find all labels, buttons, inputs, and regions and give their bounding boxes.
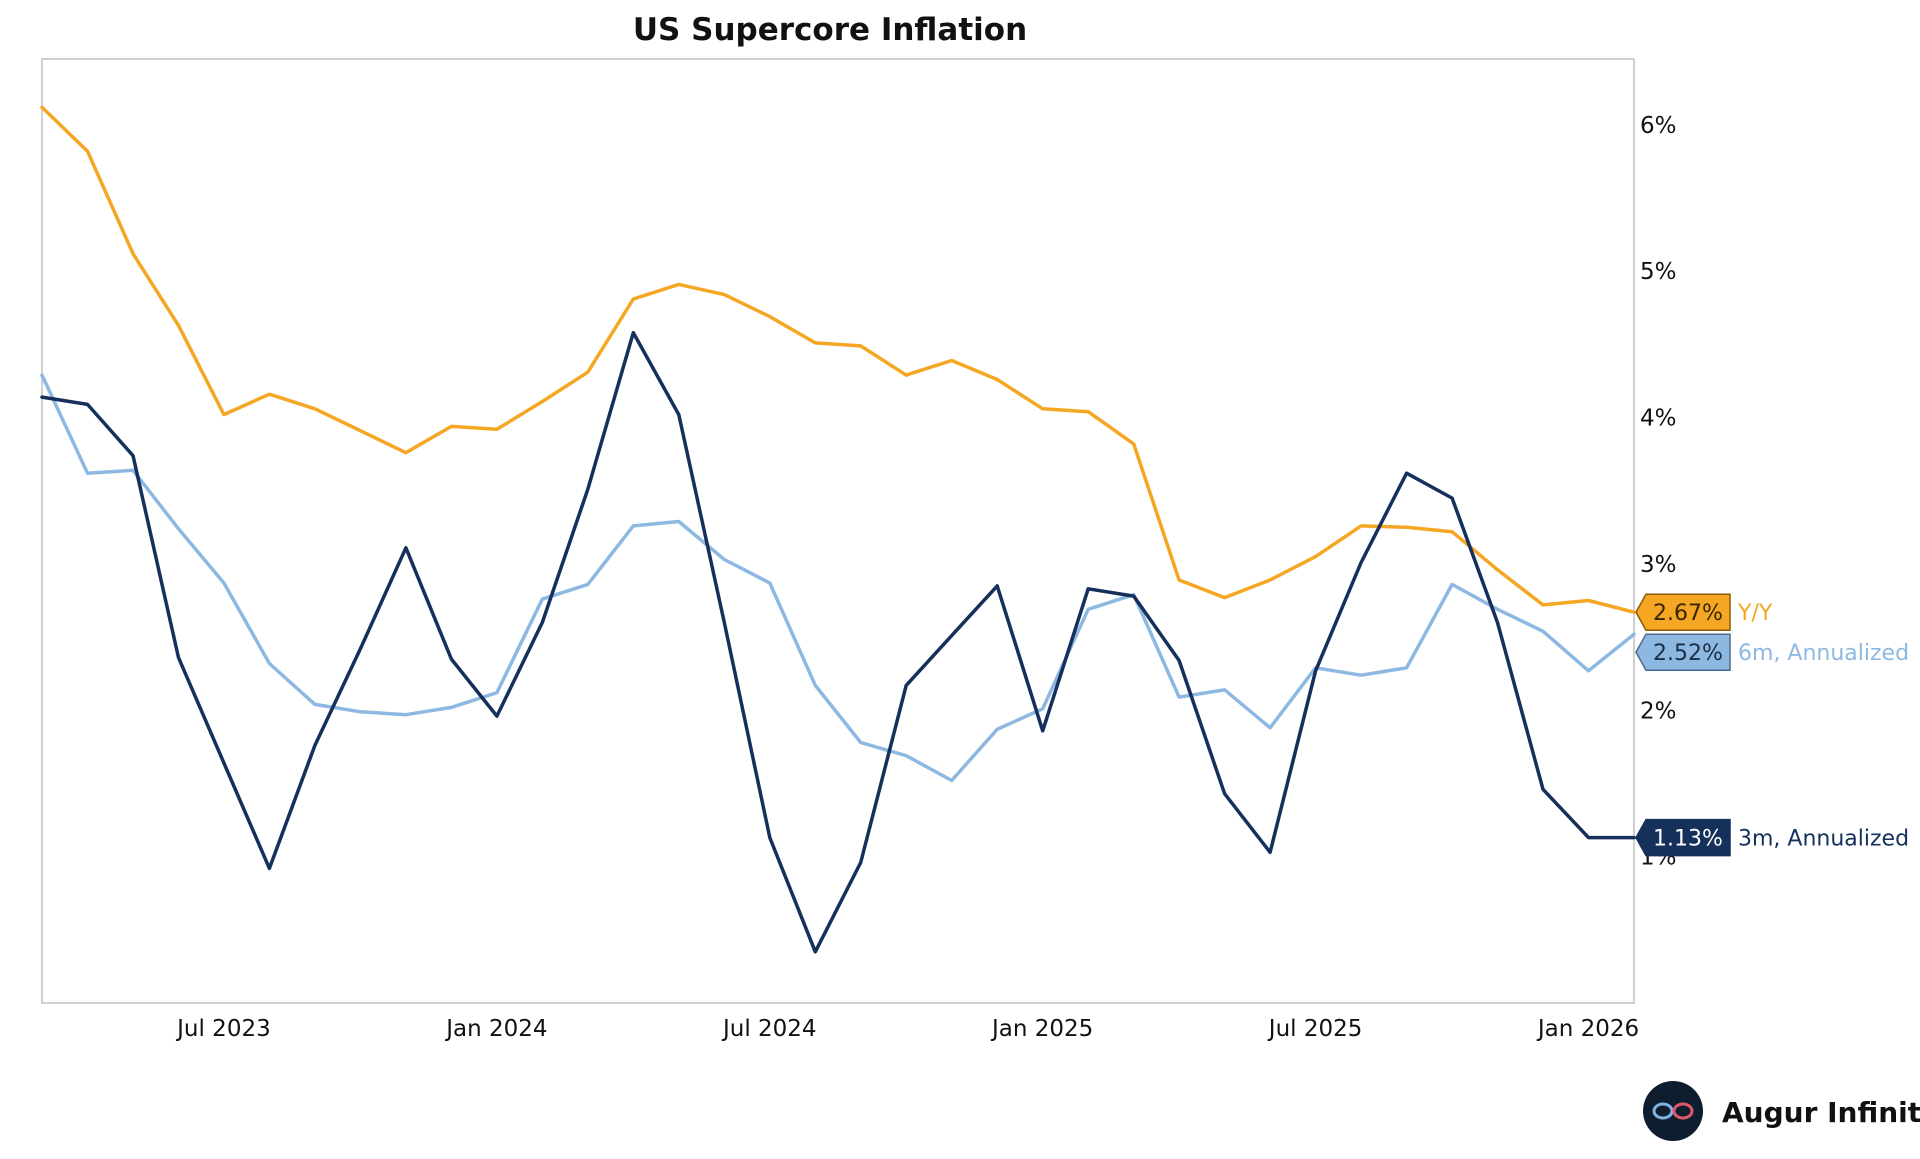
end-tag	[1635, 633, 1731, 671]
end-tag-value: 1.13%	[1653, 827, 1723, 852]
end-tag-value: 2.52%	[1653, 641, 1723, 666]
y-tick-label: 3%	[1640, 552, 1677, 578]
x-axis: Jul 2023 Jan 2024 Jul 2024 Jan 2025 Jul 2025…	[175, 1016, 1639, 1042]
x-tick-label: Jul 2024	[721, 1016, 817, 1042]
legend-series-name: 3m, Annualized	[1738, 827, 1909, 852]
end-labels: 2.67% Y/Y 2.52% 6m, Annualized 1.13% 3m, Annu…	[1635, 593, 1909, 857]
y-tick-label: 2%	[1640, 698, 1677, 724]
series-line-y-y	[40, 105, 1636, 614]
end-tag	[1635, 818, 1731, 857]
y-tick-label: 4%	[1640, 406, 1677, 432]
x-tick-label: Jan 2026	[1536, 1016, 1639, 1042]
series-line-6m-annualized	[40, 373, 1636, 783]
series-lines	[40, 105, 1636, 954]
series-line-3m-annualized	[40, 330, 1636, 954]
y-axis: 1%2%3%4%5%6%	[1640, 113, 1677, 871]
end-tag-value: 2.67%	[1653, 601, 1723, 626]
legend-series-name: Y/Y	[1737, 601, 1773, 626]
x-tick-label: Jan 2025	[990, 1016, 1093, 1042]
plot-frame	[41, 58, 1635, 1004]
y-tick-label: 5%	[1640, 259, 1677, 285]
x-tick-label: Jul 2025	[1267, 1016, 1363, 1042]
end-tag	[1635, 593, 1731, 631]
x-tick-label: Jul 2023	[175, 1016, 271, 1042]
brand-name: Augur Infinity	[1722, 1096, 1920, 1129]
legend-series-name: 6m, Annualized	[1738, 641, 1909, 666]
chart-title: US Supercore Inflation	[633, 12, 1027, 48]
brand-logo	[1643, 1081, 1703, 1141]
x-tick-label: Jan 2024	[444, 1016, 547, 1042]
y-tick-label: 6%	[1640, 113, 1677, 139]
infinity-icon	[1652, 1102, 1694, 1120]
